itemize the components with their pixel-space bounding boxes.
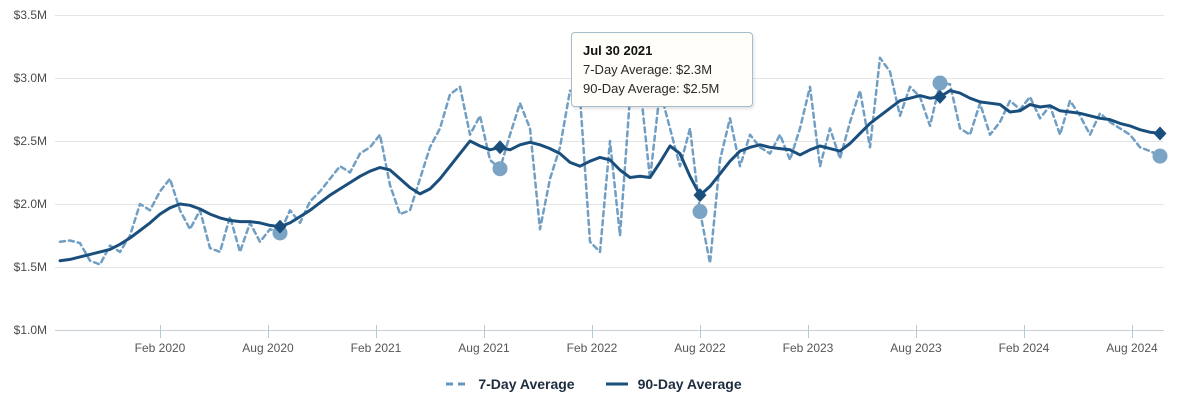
y-tick-label: $1.5M [14,260,47,274]
seven-day-marker[interactable] [1152,148,1168,164]
seven-day-marker[interactable] [692,204,708,220]
legend-label-seven-day: 7-Day Average [478,376,575,392]
x-axis-labels: Feb 2020 Aug 2020 Feb 2021 Aug 2021 Feb 2022… [135,325,1158,355]
x-tick-label: Feb 2024 [999,341,1050,355]
seven-day-line[interactable] [58,56,1162,266]
ninety-day-line[interactable] [58,89,1162,263]
seven-day-marker[interactable] [492,161,508,177]
tooltip-title: Jul 30 2021 [583,43,653,58]
ninety-day-marker[interactable] [273,219,287,234]
legend-label-ninety-day: 90-Day Average [637,376,742,392]
tooltip-ninety-day-value: 90-Day Average: $2.5M [583,81,720,96]
y-tick-label: $2.0M [14,197,47,211]
x-tick-label: Aug 2021 [458,341,510,355]
x-tick-label: Feb 2020 [135,341,186,355]
x-tick-label: Feb 2023 [783,341,834,355]
y-tick-label: $3.0M [14,71,47,85]
legend: 7-Day Average 90-Day Average [0,362,1187,406]
legend-item-seven-day[interactable]: 7-Day Average [445,376,575,392]
ninety-day-marker[interactable] [933,89,947,104]
x-tick-label: Aug 2022 [674,341,726,355]
tooltip: Jul 30 2021 7-Day Average: $2.3M 90-Day … [571,32,753,107]
legend-item-ninety-day[interactable]: 90-Day Average [605,376,742,392]
x-tick-label: Feb 2022 [567,341,618,355]
dashed-line-swatch-icon [446,382,469,386]
solid-line-swatch-icon [605,382,628,386]
seven-day-marker[interactable] [932,75,948,91]
trend-chart[interactable]: $3.5M $3.0M $2.5M $2.0M $1.5M $1.0M Feb 2020 Au… [0,0,1187,362]
y-axis-labels: $3.5M $3.0M $2.5M $2.0M $1.5M $1.0M [14,8,47,337]
ninety-day-marker[interactable] [1153,126,1167,141]
ninety-day-marker[interactable] [493,140,507,155]
tooltip-seven-day-value: 7-Day Average: $2.3M [583,62,713,77]
x-tick-label: Feb 2021 [351,341,402,355]
x-tick-label: Aug 2020 [242,341,294,355]
y-tick-label: $3.5M [14,8,47,22]
ninety-day-marker[interactable] [693,188,707,203]
y-tick-label: $1.0M [14,323,47,337]
x-tick-label: Aug 2023 [890,341,942,355]
x-tick-label: Aug 2024 [1106,341,1158,355]
y-tick-label: $2.5M [14,134,47,148]
